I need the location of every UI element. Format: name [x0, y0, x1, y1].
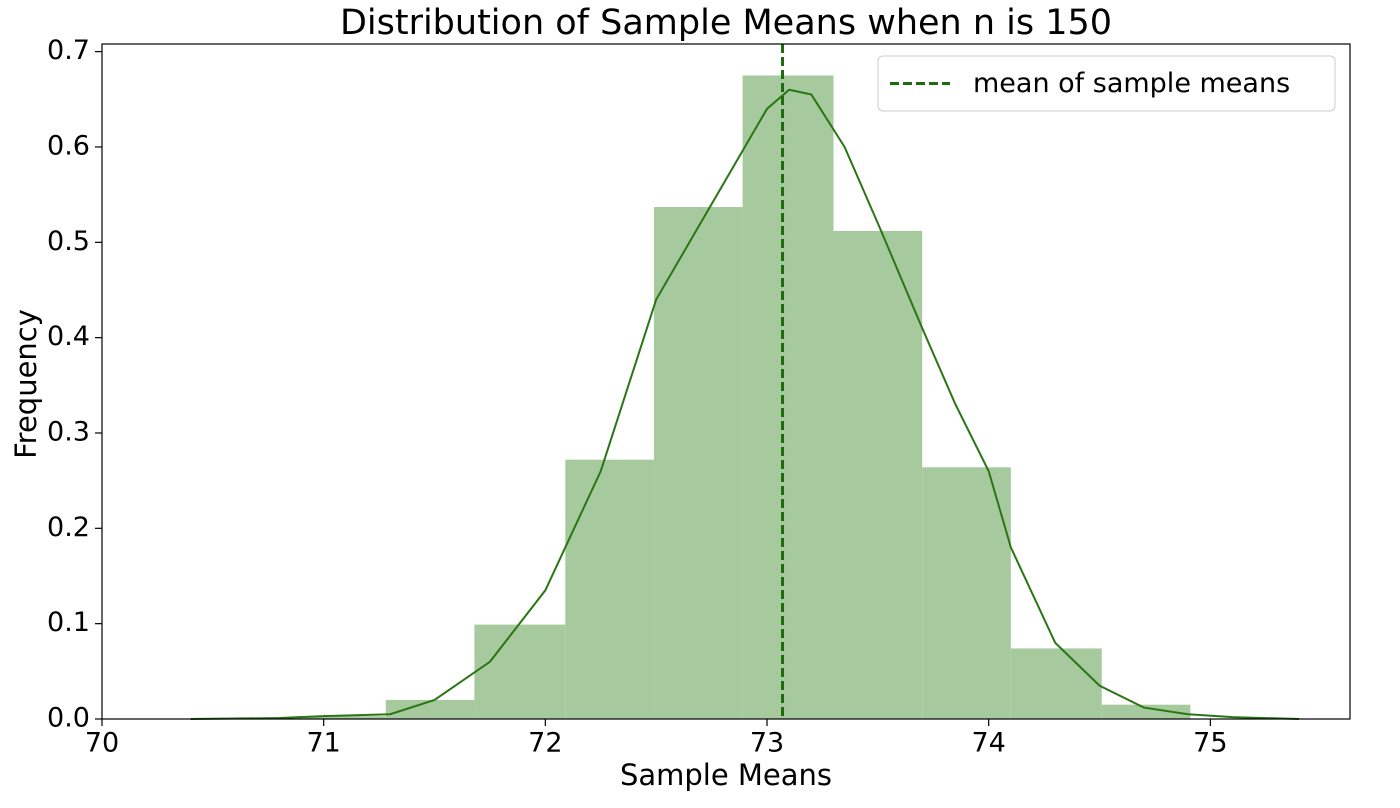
x-tick-label: 72	[528, 728, 562, 759]
x-axis-label: Sample Means	[620, 758, 832, 792]
bar	[742, 75, 834, 720]
bar	[653, 207, 743, 719]
kde-line	[190, 88, 1300, 720]
y-tick-label: 0.5	[47, 226, 90, 257]
x-tick-label: 70	[85, 728, 119, 759]
y-tick-label: 0.6	[47, 130, 90, 161]
bar	[474, 624, 566, 719]
bar	[565, 459, 654, 719]
bar	[1101, 704, 1191, 719]
bar	[297, 716, 386, 719]
legend-box	[877, 55, 1336, 112]
bar	[922, 467, 1011, 719]
y-tick-label: 0.4	[47, 321, 90, 352]
x-tick-label: 75	[1193, 728, 1227, 759]
bar	[385, 699, 475, 719]
legend-label: mean of sample means	[973, 68, 1290, 99]
plot-frame	[101, 43, 1351, 720]
y-tick-label: 0.7	[47, 35, 90, 66]
legend: mean of sample means	[877, 55, 1336, 112]
x-tick-label: 74	[971, 728, 1005, 759]
y-axis-label: Frequency	[9, 309, 43, 459]
y-tick-label: 0.3	[47, 416, 90, 447]
y-tick-label: 0.0	[47, 703, 90, 734]
y-tick-label: 0.1	[47, 607, 90, 638]
y-tick-label: 0.2	[47, 512, 90, 543]
bar	[1010, 648, 1102, 719]
bar	[833, 230, 923, 719]
x-tick-label: 71	[306, 728, 340, 759]
chart-title: Distribution of Sample Means when n is 1…	[340, 3, 1112, 43]
x-tick-label: 73	[750, 728, 784, 759]
